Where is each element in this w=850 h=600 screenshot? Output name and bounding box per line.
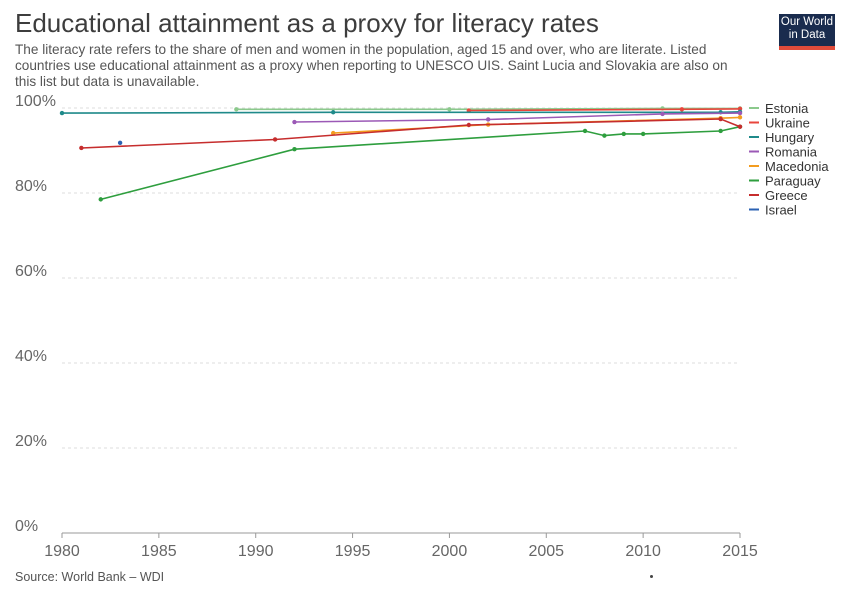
series-line-hungary	[61, 111, 741, 114]
data-point-macedonia	[331, 130, 336, 136]
data-point-romania	[485, 117, 491, 122]
y-tick-label: 20%	[15, 433, 47, 450]
logo-line-1: Our World	[780, 16, 834, 28]
data-point-greece	[737, 124, 743, 129]
data-point-paraguay	[98, 197, 103, 202]
y-tick-label: 0%	[15, 518, 38, 535]
x-tick-label: 1995	[335, 543, 371, 560]
y-tick-label: 80%	[15, 178, 47, 195]
x-tick-label: 1980	[44, 543, 80, 560]
data-point-hungary	[331, 110, 336, 115]
data-point-romania	[660, 111, 665, 117]
chart-title: Educational attainment as a proxy for li…	[15, 8, 599, 38]
y-tick-label: 40%	[15, 348, 47, 365]
legend-label-israel: Israel	[765, 203, 797, 218]
series-lines	[59, 106, 743, 202]
legend-label-hungary: Hungary	[765, 130, 815, 145]
series-line-romania	[294, 112, 741, 123]
x-tick-label: 2000	[432, 543, 468, 560]
legend-label-ukraine: Ukraine	[765, 116, 810, 131]
stray-dot	[650, 575, 653, 578]
x-tick-label: 2015	[722, 543, 758, 560]
data-point-greece	[466, 122, 471, 128]
data-point-macedonia	[737, 115, 743, 120]
legend-label-macedonia: Macedonia	[765, 159, 829, 174]
owid-logo[interactable]: Our World in Data	[779, 14, 835, 50]
legend-label-paraguay: Paraguay	[765, 174, 821, 189]
data-point-romania	[737, 110, 743, 116]
data-point-ukraine	[679, 107, 685, 112]
x-tick-label: 1985	[141, 543, 177, 560]
legend: EstoniaUkraineHungaryRomaniaMacedoniaPar…	[749, 101, 829, 218]
x-axis: 1980 1985 1990 1995 2000 2005 2010 2015	[44, 533, 758, 560]
source-note: Source: World Bank – WDI	[15, 570, 165, 584]
data-point-greece	[718, 116, 723, 122]
data-point-estonia	[447, 107, 452, 112]
y-tick-label: 100%	[15, 93, 56, 110]
logo-line-2: in Data	[788, 29, 826, 41]
data-point-israel	[117, 140, 123, 146]
y-axis: 0% 20% 40% 60% 80% 100%	[15, 93, 56, 535]
chart-subtitle: The literacy rate refers to the share of…	[15, 42, 728, 89]
series-line-paraguay	[100, 125, 741, 201]
data-point-paraguay	[640, 131, 646, 137]
data-point-greece	[272, 137, 278, 142]
data-point-hungary	[59, 110, 65, 116]
logo-accent-bar	[779, 46, 835, 50]
grid-lines	[62, 107, 740, 534]
data-point-paraguay	[582, 128, 588, 134]
data-point-greece	[79, 145, 84, 151]
legend-label-estonia: Estonia	[765, 101, 809, 116]
data-point-paraguay	[718, 128, 723, 134]
data-point-paraguay	[292, 147, 297, 152]
x-tick-label: 2010	[625, 543, 661, 560]
x-tick-label: 2005	[528, 543, 564, 560]
data-point-paraguay	[602, 133, 607, 138]
legend-label-romania: Romania	[765, 145, 818, 160]
y-tick-label: 60%	[15, 263, 47, 280]
legend-label-greece: Greece	[765, 188, 808, 203]
x-tick-label: 1990	[238, 543, 274, 560]
data-point-paraguay	[621, 131, 626, 137]
data-point-romania	[292, 119, 297, 125]
data-point-estonia	[234, 107, 239, 112]
